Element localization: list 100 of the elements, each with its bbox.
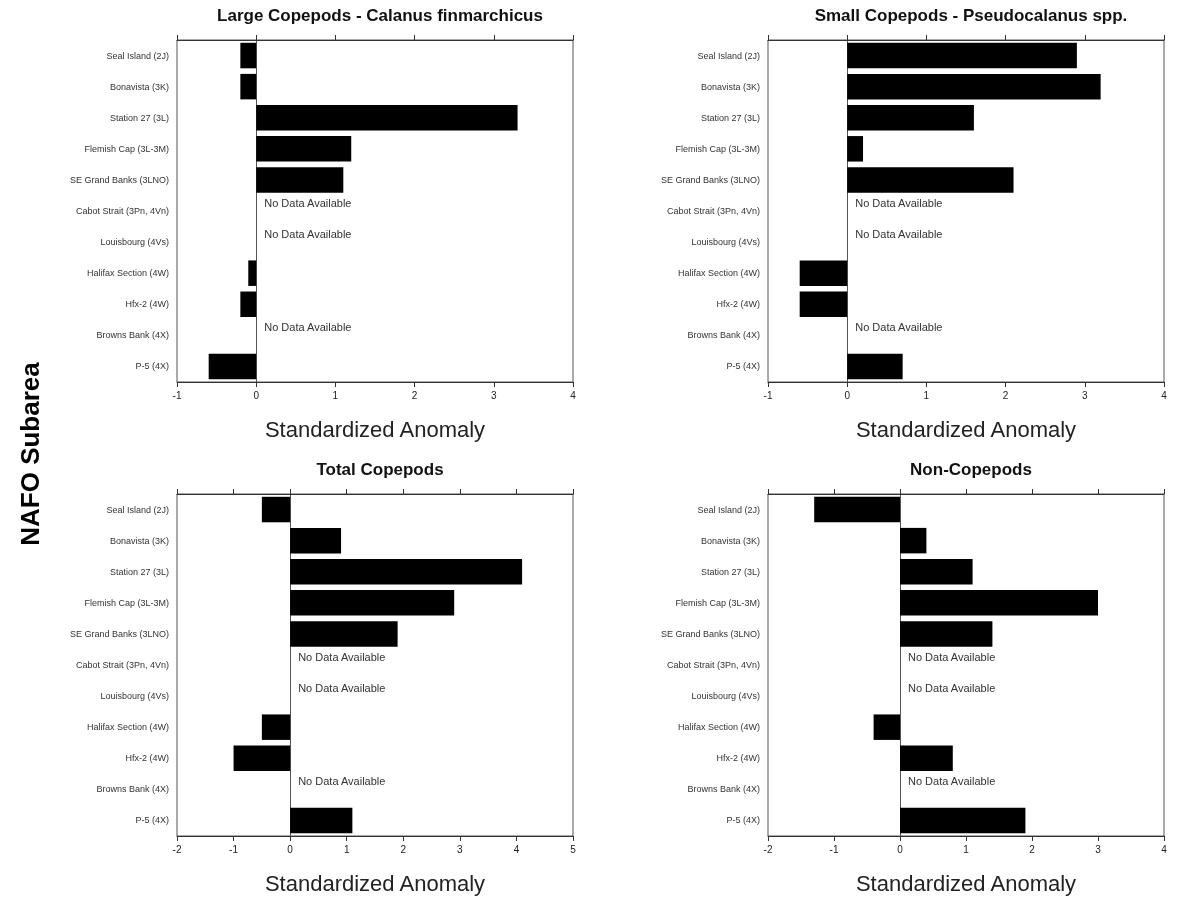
x-tick-label: -1 xyxy=(763,389,773,401)
bar xyxy=(208,353,257,380)
y-tick-label: Bonavista (3K) xyxy=(700,81,760,92)
bar xyxy=(900,558,973,585)
chart-title: Non-Copepods xyxy=(910,460,1032,479)
bar xyxy=(290,527,342,554)
x-tick-label: 3 xyxy=(1082,389,1089,401)
bar xyxy=(240,291,257,318)
x-tick-label: 0 xyxy=(897,843,904,855)
y-tick-label: Bonavista (3K) xyxy=(109,81,169,92)
bar xyxy=(290,621,398,647)
y-tick-label: Bonavista (3K) xyxy=(700,535,760,546)
x-tick-label: -1 xyxy=(172,389,182,401)
bar xyxy=(256,104,518,131)
chart-title: Total Copepods xyxy=(316,460,444,479)
bar xyxy=(290,807,353,834)
y-tick-label: P-5 (4X) xyxy=(726,361,760,372)
x-tick-label: 4 xyxy=(1161,389,1168,401)
y-tick-label: Louisbourg (4Vs) xyxy=(691,237,760,248)
x-tick-label: 0 xyxy=(844,389,851,401)
y-tick-label: Station 27 (3L) xyxy=(700,566,760,577)
x-tick-label: 4 xyxy=(1161,843,1168,855)
y-tick-label: Seal Island (2J) xyxy=(106,504,169,515)
x-tick-label: 4 xyxy=(570,389,577,401)
y-tick-label: P-5 (4X) xyxy=(135,361,169,372)
bar xyxy=(256,136,352,162)
bar xyxy=(233,745,291,772)
annotation: No Data Available xyxy=(855,227,943,240)
y-tick-label: SE Grand Banks (3LNO) xyxy=(660,628,760,639)
annotation: No Data Available xyxy=(264,320,352,333)
bar xyxy=(900,745,953,772)
y-tick-label: Bonavista (3K) xyxy=(109,535,169,546)
bar xyxy=(799,291,848,318)
bar xyxy=(847,104,974,131)
x-axis-title: Standardized Anomaly xyxy=(264,416,486,442)
bar xyxy=(261,714,291,740)
x-tick-label: 2 xyxy=(1029,843,1036,855)
y-tick-label: Halifax Section (4W) xyxy=(677,268,760,279)
x-tick-label: -2 xyxy=(763,843,773,855)
y-tick-label: Browns Bank (4X) xyxy=(687,784,760,795)
y-tick-label: Hfx-2 (4W) xyxy=(125,753,169,764)
bar xyxy=(847,136,864,162)
annotation: No Data Available xyxy=(298,650,386,663)
annotation: No Data Available xyxy=(264,196,352,209)
y-tick-label: Hfx-2 (4W) xyxy=(716,753,760,764)
bar xyxy=(290,590,455,616)
y-tick-label: Flemish Cap (3L-3M) xyxy=(675,597,760,608)
annotation: No Data Available xyxy=(908,681,996,694)
x-axis-title: Standardized Anomaly xyxy=(264,870,486,896)
y-tick-label: Seal Island (2J) xyxy=(106,50,169,61)
bar xyxy=(900,527,927,554)
bar xyxy=(261,496,291,523)
y-tick-label: Louisbourg (4Vs) xyxy=(100,691,169,702)
x-tick-label: 1 xyxy=(343,843,350,855)
bar xyxy=(900,807,1026,834)
y-axis-title: NAFO Subarea xyxy=(14,362,46,546)
annotation: No Data Available xyxy=(298,681,386,694)
y-tick-label: Cabot Strait (3Pn, 4Vn) xyxy=(666,660,760,670)
x-tick-label: 1 xyxy=(332,389,339,401)
x-tick-label: 3 xyxy=(457,843,464,855)
y-tick-label: Hfx-2 (4W) xyxy=(716,299,760,310)
y-tick-label: Seal Island (2J) xyxy=(697,50,760,61)
bar xyxy=(290,558,523,585)
y-tick-label: Hfx-2 (4W) xyxy=(125,299,169,310)
y-tick-label: P-5 (4X) xyxy=(726,815,760,826)
y-tick-label: Halifax Section (4W) xyxy=(86,268,169,279)
y-tick-label: Seal Island (2J) xyxy=(697,504,760,515)
x-tick-label: 1 xyxy=(963,843,970,855)
bar xyxy=(847,353,903,380)
y-tick-label: SE Grand Banks (3LNO) xyxy=(69,174,169,185)
annotation: No Data Available xyxy=(908,650,996,663)
y-tick-label: SE Grand Banks (3LNO) xyxy=(660,174,760,185)
bar xyxy=(847,167,1014,193)
y-tick-label: Flemish Cap (3L-3M) xyxy=(84,143,169,154)
y-tick-label: SE Grand Banks (3LNO) xyxy=(69,628,169,639)
y-tick-label: Flemish Cap (3L-3M) xyxy=(84,597,169,608)
x-tick-label: 2 xyxy=(400,843,407,855)
bar xyxy=(799,260,848,286)
bar xyxy=(248,260,257,286)
y-tick-label: Station 27 (3L) xyxy=(109,112,169,123)
y-tick-label: Station 27 (3L) xyxy=(109,566,169,577)
x-tick-label: 5 xyxy=(570,843,577,855)
y-tick-label: Cabot Strait (3Pn, 4Vn) xyxy=(666,206,760,216)
y-tick-label: Halifax Section (4W) xyxy=(677,722,760,733)
x-tick-label: 1 xyxy=(923,389,930,401)
bar xyxy=(240,73,257,100)
annotation: No Data Available xyxy=(855,320,943,333)
x-tick-label: 0 xyxy=(287,843,294,855)
bar xyxy=(256,167,344,193)
x-tick-label: -2 xyxy=(172,843,182,855)
y-tick-label: P-5 (4X) xyxy=(135,815,169,826)
y-tick-label: Cabot Strait (3Pn, 4Vn) xyxy=(75,660,169,670)
annotation: No Data Available xyxy=(855,196,943,209)
y-tick-label: Louisbourg (4Vs) xyxy=(691,691,760,702)
x-tick-label: 2 xyxy=(1002,389,1009,401)
chart-title: Large Copepods - Calanus finmarchicus xyxy=(217,6,543,25)
bar xyxy=(873,714,900,740)
bar xyxy=(240,42,257,69)
annotation: No Data Available xyxy=(298,774,386,787)
x-tick-label: -1 xyxy=(229,843,239,855)
